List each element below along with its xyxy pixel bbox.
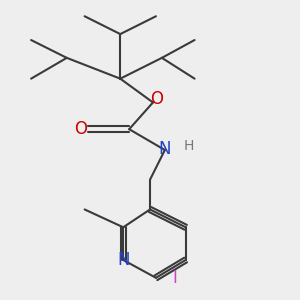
Text: N: N	[117, 251, 130, 269]
Text: I: I	[173, 269, 178, 287]
Text: O: O	[74, 120, 87, 138]
Text: O: O	[150, 90, 163, 108]
Text: H: H	[184, 140, 194, 153]
Text: N: N	[159, 140, 171, 158]
